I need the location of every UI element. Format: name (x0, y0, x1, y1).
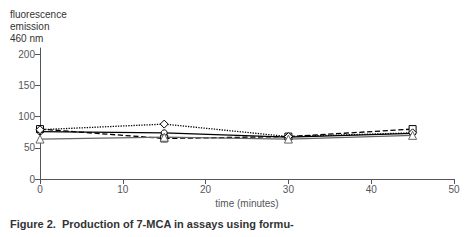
svg-text:time (minutes): time (minutes) (215, 198, 278, 209)
svg-text:10: 10 (117, 184, 129, 195)
svg-text:fluorescence: fluorescence (10, 9, 67, 20)
svg-text:100: 100 (18, 111, 35, 122)
svg-text:emission: emission (10, 21, 49, 32)
svg-text:0: 0 (29, 174, 35, 185)
svg-text:460 nm: 460 nm (10, 33, 43, 44)
svg-text:50: 50 (24, 142, 36, 153)
svg-text:20: 20 (200, 184, 212, 195)
svg-text:40: 40 (366, 184, 378, 195)
svg-text:150: 150 (18, 80, 35, 91)
svg-text:Figure 2. Production of 7-MCA: Figure 2. Production of 7-MCA in assays … (10, 218, 294, 230)
svg-text:50: 50 (448, 184, 460, 195)
svg-text:200: 200 (18, 49, 35, 60)
svg-text:0: 0 (37, 184, 43, 195)
svg-text:30: 30 (283, 184, 295, 195)
